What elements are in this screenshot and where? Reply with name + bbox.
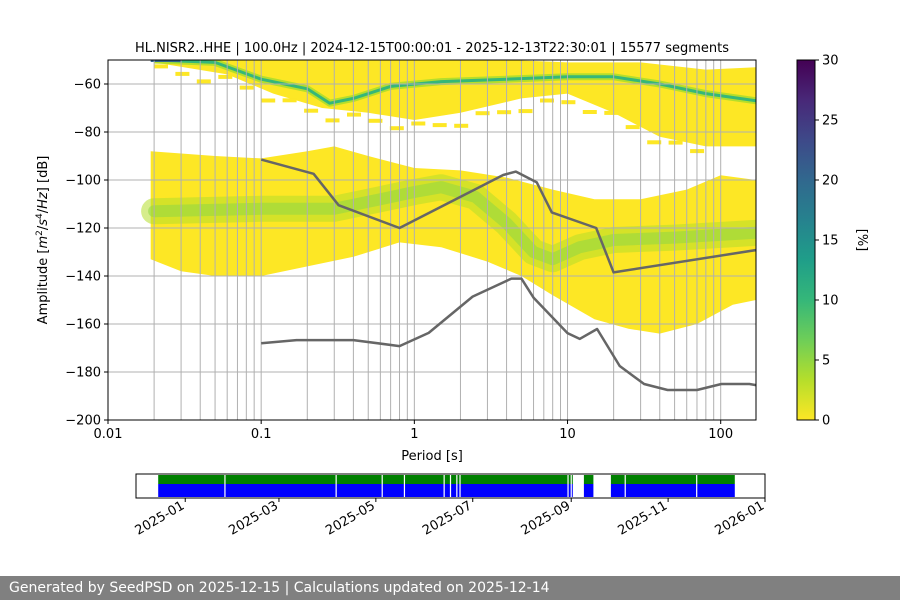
- colorbar-tick-label: 5: [822, 354, 830, 369]
- timeline-frame: [135, 473, 766, 499]
- density-envelope-main: [150, 146, 756, 334]
- x-axis-ticks: 0.01 0.1 1 10 100: [94, 420, 733, 442]
- noise-model-layer: [260, 158, 756, 392]
- density-envelope-upper: [154, 60, 756, 147]
- timeline-ticks: 2025-01 2025-03 2025-05 2025-07 2025-09 2025-…: [133, 498, 767, 539]
- y-tick-label: −120: [65, 222, 101, 237]
- y-tick-label: −100: [65, 174, 101, 189]
- density-cell: [454, 123, 469, 128]
- timeline-tick-label: 2025-03: [226, 498, 281, 538]
- availability-timeline: 2025-01 2025-03 2025-05 2025-07 2025-09 2025-…: [133, 473, 767, 539]
- timeline-tick-label: 2025-07: [420, 498, 475, 538]
- density-cell: [582, 110, 597, 114]
- colorbar: 0 5 10 15 20 25 30 [%]: [796, 54, 869, 429]
- plot-frame: [107, 59, 757, 421]
- x-tick-label: 10: [559, 427, 576, 442]
- density-cell: [540, 98, 554, 103]
- density-cell: [625, 125, 640, 130]
- density-cell: [604, 110, 619, 115]
- colorbar-tick-label: 0: [822, 414, 830, 429]
- x-tick-label: 0.1: [251, 427, 272, 442]
- colorbar-tick-label: 20: [822, 174, 839, 189]
- density-layer: [141, 60, 756, 334]
- density-cell: [668, 140, 683, 145]
- colorbar-tick-label: 10: [822, 294, 839, 309]
- timeline-tick-label: 2025-01: [133, 498, 188, 538]
- density-cell: [561, 100, 576, 105]
- footer-banner: Generated by SeedPSD on 2025-12-15 | Cal…: [0, 576, 900, 600]
- y-tick-label: −80: [74, 126, 101, 141]
- density-cell: [261, 98, 276, 103]
- x-tick-label: 0.01: [94, 427, 123, 442]
- density-cell: [325, 118, 340, 123]
- density-cell: [282, 98, 297, 103]
- density-cell: [389, 126, 404, 131]
- data-coverage-bar: [158, 475, 573, 484]
- density-cell: [411, 121, 426, 126]
- density-cell: [175, 71, 190, 76]
- data-coverage-bar: [583, 475, 594, 484]
- y-axis-label: Amplitude [m2/s4/Hz] [dB]: [35, 156, 51, 325]
- density-cell: [218, 74, 233, 79]
- noise-model-nhnm: [260, 158, 756, 274]
- x-tick-label: 1: [410, 427, 418, 442]
- density-cell: [497, 110, 512, 115]
- colorbar-tick-label: 25: [822, 114, 839, 129]
- noise-model-nlnm: [261, 277, 756, 392]
- y-tick-label: −160: [65, 318, 101, 333]
- timeline-bars: [158, 475, 735, 497]
- colorbar-label: [%]: [854, 229, 869, 252]
- density-cell: [154, 64, 168, 69]
- density-cell: [647, 140, 662, 145]
- density-cell: [518, 109, 533, 114]
- colorbar-tick-label: 15: [822, 234, 839, 249]
- colorbar-ticks: 0 5 10 15 20 25 30: [815, 54, 839, 429]
- timeline-tick-label: 2025-05: [323, 498, 378, 538]
- y-axis-ticks: −200 −180 −160 −140 −120 −100 −80 −60: [65, 78, 108, 429]
- x-tick-label: 100: [708, 427, 733, 442]
- grid-layer: [108, 60, 756, 420]
- density-cell: [475, 111, 490, 116]
- density-cell: [368, 118, 383, 123]
- psd-coverage-bar: [158, 484, 573, 497]
- data-coverage-bar: [610, 475, 735, 484]
- ppsd-plot-area: 0.01 0.1 1 10 100 −200 −180 −160 −140 −120 −100 −8…: [35, 59, 757, 464]
- density-cell: [304, 108, 319, 113]
- x-axis-label: Period [s]: [401, 449, 463, 464]
- psd-coverage-bar: [610, 484, 735, 497]
- density-cell: [196, 79, 211, 84]
- psd-coverage-bar: [583, 484, 594, 497]
- colorbar-tick-label: 30: [822, 54, 839, 69]
- chart-title: HL.NISR2..HHE | 100.0Hz | 2024-12-15T00:…: [135, 41, 729, 56]
- density-cell: [347, 112, 361, 117]
- timeline-tick-label: 2025-11: [616, 498, 671, 538]
- y-tick-label: −200: [65, 414, 101, 429]
- timeline-tick-label: 2025-09: [519, 498, 574, 538]
- timeline-tick-label: 2026-01: [712, 498, 767, 538]
- density-cell: [432, 123, 447, 128]
- y-tick-label: −180: [65, 366, 101, 381]
- colorbar-gradient: [796, 59, 816, 421]
- y-tick-label: −140: [65, 270, 101, 285]
- y-tick-label: −60: [74, 78, 101, 93]
